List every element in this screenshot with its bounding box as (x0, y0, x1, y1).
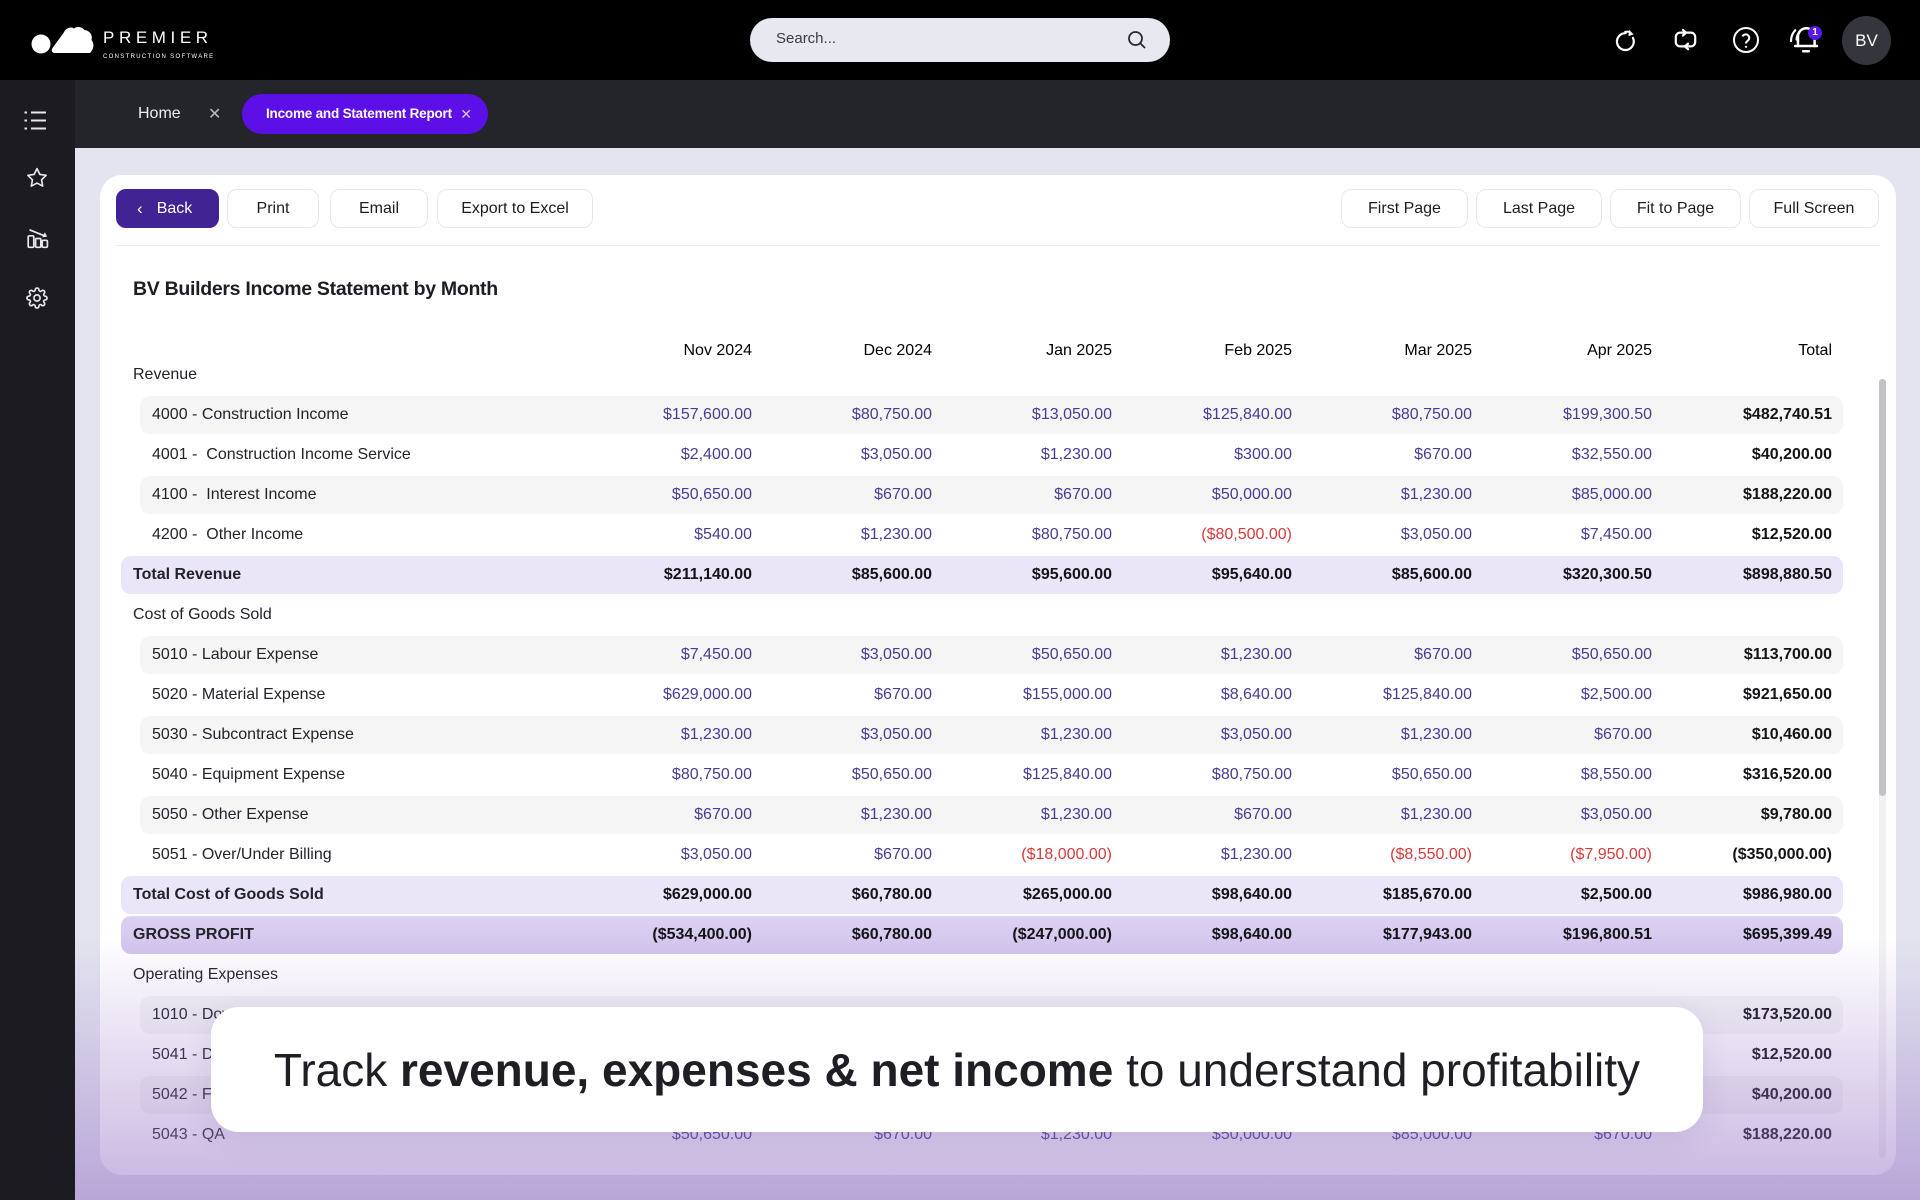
svg-text:CONSTRUCTION SOFTWARE: CONSTRUCTION SOFTWARE (103, 54, 215, 60)
svg-text:PREMIER: PREMIER (103, 28, 213, 47)
